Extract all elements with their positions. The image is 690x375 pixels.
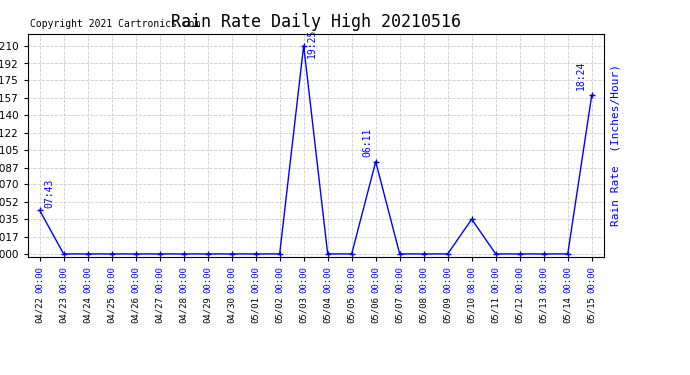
Text: 00:00: 00:00 <box>371 266 380 292</box>
Text: 05/15: 05/15 <box>587 296 596 323</box>
Text: 07:43: 07:43 <box>44 179 55 208</box>
Text: 05/12: 05/12 <box>515 296 524 323</box>
Text: 04/22: 04/22 <box>35 296 44 323</box>
Text: 04/25: 04/25 <box>107 296 116 323</box>
Text: 05/06: 05/06 <box>371 296 380 323</box>
Text: 04/23: 04/23 <box>59 296 68 323</box>
Text: 00:00: 00:00 <box>395 266 404 292</box>
Text: 00:00: 00:00 <box>347 266 356 292</box>
Text: 00:00: 00:00 <box>299 266 308 292</box>
Text: 04/24: 04/24 <box>83 296 92 323</box>
Text: 00:00: 00:00 <box>83 266 92 292</box>
Text: 00:00: 00:00 <box>515 266 524 292</box>
Text: 05/02: 05/02 <box>275 296 284 323</box>
Text: 04/30: 04/30 <box>227 296 236 323</box>
Y-axis label: Rain Rate  (Inches/Hour): Rain Rate (Inches/Hour) <box>611 64 621 226</box>
Text: 04/28: 04/28 <box>179 296 188 323</box>
Text: 05/08: 05/08 <box>420 296 428 323</box>
Text: 05/01: 05/01 <box>251 296 260 323</box>
Text: 00:00: 00:00 <box>227 266 236 292</box>
Text: 00:00: 00:00 <box>131 266 140 292</box>
Text: 00:00: 00:00 <box>420 266 428 292</box>
Text: 05/10: 05/10 <box>467 296 476 323</box>
Text: 05/03: 05/03 <box>299 296 308 323</box>
Text: 05/11: 05/11 <box>491 296 500 323</box>
Text: 00:00: 00:00 <box>443 266 452 292</box>
Text: 00:00: 00:00 <box>35 266 44 292</box>
Text: 00:00: 00:00 <box>251 266 260 292</box>
Text: Copyright 2021 Cartronics.com: Copyright 2021 Cartronics.com <box>30 19 201 29</box>
Text: 00:00: 00:00 <box>323 266 332 292</box>
Title: Rain Rate Daily High 20210516: Rain Rate Daily High 20210516 <box>170 13 461 31</box>
Text: 00:00: 00:00 <box>275 266 284 292</box>
Text: 00:00: 00:00 <box>179 266 188 292</box>
Text: 00:00: 00:00 <box>563 266 572 292</box>
Text: 00:00: 00:00 <box>587 266 596 292</box>
Text: 04/27: 04/27 <box>155 296 164 323</box>
Text: 00:00: 00:00 <box>491 266 500 292</box>
Text: 18:24: 18:24 <box>576 61 586 90</box>
Text: 00:00: 00:00 <box>203 266 212 292</box>
Text: 08:00: 08:00 <box>467 266 476 292</box>
Text: 00:00: 00:00 <box>59 266 68 292</box>
Text: 00:00: 00:00 <box>539 266 549 292</box>
Text: 05/13: 05/13 <box>539 296 549 323</box>
Text: 06:11: 06:11 <box>362 128 373 157</box>
Text: 05/07: 05/07 <box>395 296 404 323</box>
Text: 00:00: 00:00 <box>107 266 116 292</box>
Text: 04/29: 04/29 <box>203 296 212 323</box>
Text: 19:25: 19:25 <box>307 28 317 57</box>
Text: 05/09: 05/09 <box>443 296 452 323</box>
Text: 00:00: 00:00 <box>155 266 164 292</box>
Text: 05/04: 05/04 <box>323 296 332 323</box>
Text: 04/26: 04/26 <box>131 296 140 323</box>
Text: 05/14: 05/14 <box>563 296 572 323</box>
Text: 05/05: 05/05 <box>347 296 356 323</box>
